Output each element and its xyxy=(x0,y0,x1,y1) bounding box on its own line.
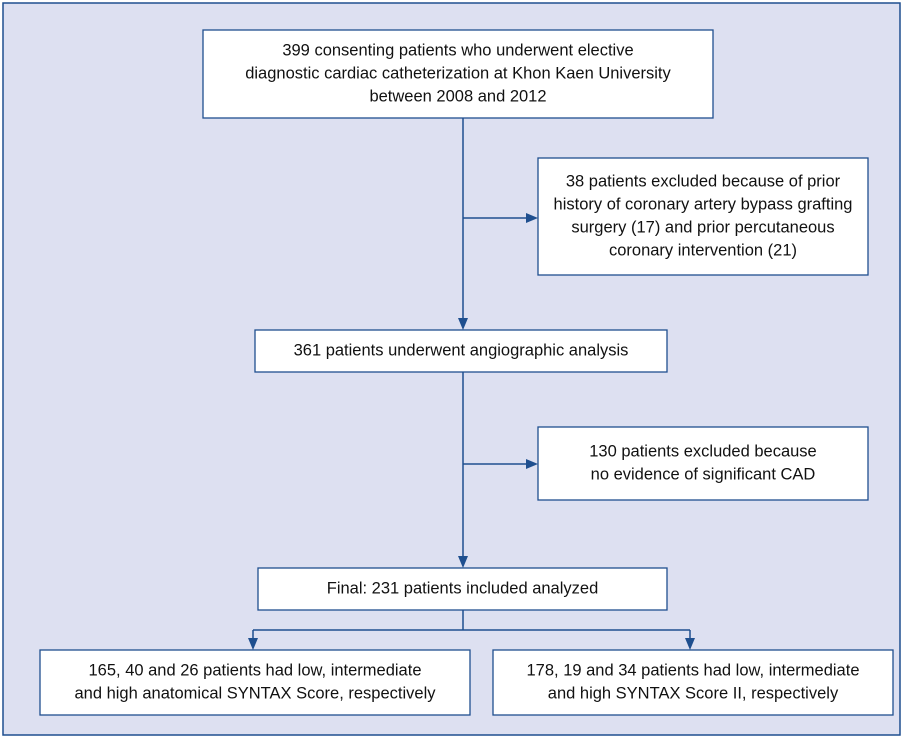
box-label: surgery (17) and prior percutaneous xyxy=(571,218,834,236)
arrow-head xyxy=(248,638,258,650)
box-label: 130 patients excluded because xyxy=(589,442,817,460)
box-label: Final: 231 patients included analyzed xyxy=(327,579,599,597)
boxes: 399 consenting patients who underwent el… xyxy=(39,29,894,716)
box xyxy=(492,649,894,716)
connectors xyxy=(248,118,695,650)
box-label: coronary intervention (21) xyxy=(609,241,797,259)
box-label: 38 patients excluded because of prior xyxy=(566,172,841,190)
box-label: 399 consenting patients who underwent el… xyxy=(282,41,633,59)
box-label: and high SYNTAX Score II, respectively xyxy=(548,684,839,702)
box-label: history of coronary artery bypass grafti… xyxy=(554,195,853,213)
box-label: diagnostic cardiac catheterization at Kh… xyxy=(245,64,671,82)
box-label: 178, 19 and 34 patients had low, interme… xyxy=(527,661,860,679)
box xyxy=(254,329,668,373)
box xyxy=(537,426,869,501)
box xyxy=(39,649,471,716)
arrow-head xyxy=(458,318,468,330)
box-label: no evidence of significant CAD xyxy=(591,465,816,483)
box xyxy=(537,157,869,276)
box-label: between 2008 and 2012 xyxy=(369,87,546,105)
box-label: and high anatomical SYNTAX Score, respec… xyxy=(74,684,436,702)
box-label: 361 patients underwent angiographic anal… xyxy=(294,341,629,359)
arrow-head xyxy=(685,638,695,650)
box xyxy=(202,29,714,119)
arrow-head xyxy=(526,213,538,223)
arrow-head xyxy=(526,459,538,469)
box xyxy=(257,567,668,611)
box-label: 165, 40 and 26 patients had low, interme… xyxy=(89,661,422,679)
arrow-head xyxy=(458,556,468,568)
